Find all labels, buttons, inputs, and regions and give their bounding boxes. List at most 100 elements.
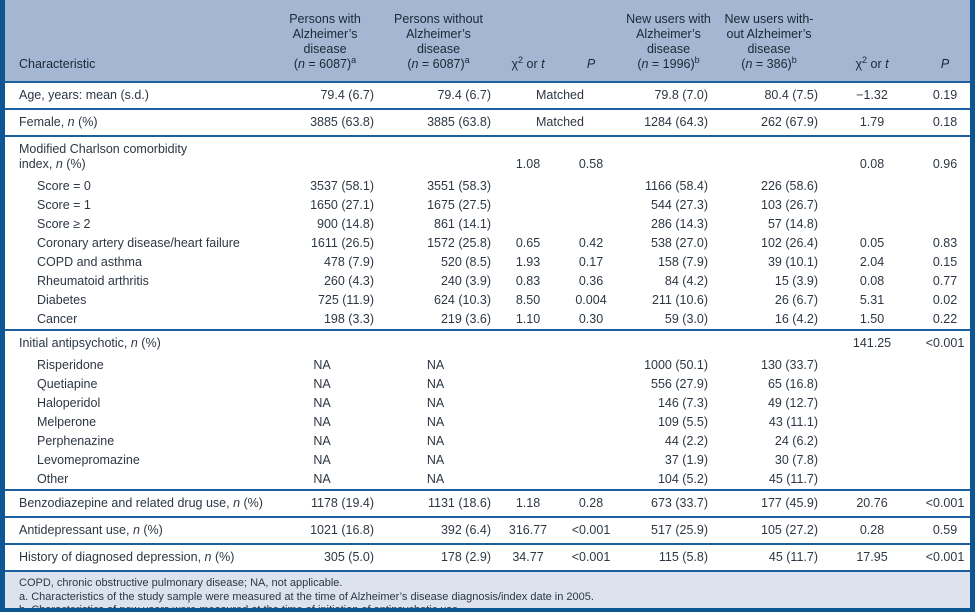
column-header-persons-without-ad: Persons without Alzheimer’s disease (n =…	[380, 0, 497, 83]
cell-p: <0.001	[559, 543, 623, 570]
cell-value: 1650 (27.1)	[310, 198, 374, 212]
cell-value: 103 (26.7)	[761, 198, 818, 212]
cell-p	[920, 177, 970, 196]
cell-stat	[497, 394, 559, 413]
cell-value: 178 (2.9)	[380, 543, 497, 570]
table-row: Female, n (%) 3885 (63.8) 3885 (63.8) Match…	[5, 108, 970, 136]
cell-p	[559, 432, 623, 451]
cell-value: 1166 (58.4)	[644, 179, 708, 193]
cell-stat: 316.77	[497, 516, 559, 544]
cell-value: 24 (6.2)	[774, 434, 818, 448]
table-header: Characteristic Persons with Alzheimer’s …	[5, 0, 970, 83]
table-row: Perphenazine NA NA 44 (2.2) 24 (6.2)	[5, 432, 970, 451]
cell-p	[920, 470, 970, 490]
cell-value: 3551 (58.3)	[427, 179, 491, 193]
table-row: Modified Charlson comorbidity index, n (%…	[5, 135, 970, 177]
cell-label: Score = 1	[37, 198, 91, 212]
cell-label: Melperone	[37, 415, 97, 429]
cell-label: Antidepressant use, n (%)	[5, 516, 270, 544]
cell-value: 861 (14.1)	[434, 217, 491, 231]
column-header-new-users-with-ad: New users with Alzheimer’s disease (n = …	[623, 0, 714, 83]
cell-label: Modified Charlson comorbidity index, n (%…	[5, 135, 270, 177]
cell-stat: 1.10	[515, 312, 541, 326]
cell-stat: 1.79	[824, 108, 920, 136]
cell-p: 0.42	[578, 236, 604, 250]
cell-label: Score ≥ 2	[37, 217, 91, 231]
footnote-a: a. Characteristics of the study sample w…	[19, 590, 594, 603]
cell-stat: 34.77	[497, 543, 559, 570]
cell-value: 45 (11.7)	[768, 472, 818, 486]
cell-stat: 0.08	[859, 274, 885, 288]
table-row: History of diagnosed depression, n (%) 30…	[5, 543, 970, 570]
column-header-p-2: P	[920, 0, 970, 83]
cell-value: 16 (4.2)	[774, 312, 818, 326]
cell-value: 3885 (63.8)	[270, 108, 380, 136]
cell-value: NA	[313, 472, 331, 486]
cell-p	[559, 413, 623, 432]
cell-p: 0.36	[578, 274, 604, 288]
cell-stat	[497, 432, 559, 451]
cell-value: 59 (3.0)	[664, 312, 708, 326]
cell-stat: 0.05	[859, 236, 885, 250]
cell-value: 79.4 (6.7)	[320, 88, 374, 102]
table-row: Melperone NA NA 109 (5.5) 43 (11.1)	[5, 413, 970, 432]
cell-p	[920, 375, 970, 394]
table-header-row: Characteristic Persons with Alzheimer’s …	[5, 0, 970, 83]
cell-value: 177 (45.9)	[714, 489, 824, 517]
cell-stat	[497, 329, 559, 356]
cell-value: 673 (33.7)	[623, 489, 714, 517]
cell-value: 1021 (16.8)	[270, 516, 380, 544]
cell-p	[559, 215, 623, 234]
cell-p: 0.59	[920, 516, 970, 544]
cell-p: 0.30	[578, 312, 604, 326]
cell-value: NA	[313, 453, 331, 467]
cell-stat: −1.32	[856, 88, 888, 102]
cell-p	[920, 432, 970, 451]
sample-size: (n = 6087)a	[407, 54, 470, 71]
cell-value: 26 (6.7)	[774, 293, 818, 307]
column-header-characteristic: Characteristic	[5, 0, 270, 83]
cell-value: NA	[426, 415, 445, 429]
cell-p	[559, 451, 623, 470]
cell-p	[559, 394, 623, 413]
table-footnotes: COPD, chronic obstructive pulmonary dise…	[5, 570, 970, 608]
cell-p: 0.15	[932, 255, 958, 269]
cell-stat	[497, 196, 559, 215]
cell-value: 392 (6.4)	[380, 516, 497, 544]
cell-stat	[497, 215, 559, 234]
table-row: Cancer 198 (3.3) 219 (3.6) 1.10 0.30 59 (3.0)…	[5, 310, 970, 330]
cell-p: 0.28	[559, 489, 623, 517]
cell-value: 39 (10.1)	[767, 255, 818, 269]
cell-matched: Matched	[497, 108, 623, 136]
cell-value: 198 (3.3)	[323, 312, 374, 326]
cell-value: 520 (8.5)	[440, 255, 491, 269]
table-row: Coronary artery disease/heart failure 161…	[5, 234, 970, 253]
cell-stat: 1.08	[497, 135, 559, 177]
cell-stat: 2.04	[859, 255, 885, 269]
cell-value	[380, 329, 497, 356]
column-header-chi-or-t-1: χ2 or t	[497, 0, 559, 83]
cell-value: 900 (14.8)	[317, 217, 374, 231]
table-row: COPD and asthma 478 (7.9) 520 (8.5) 1.93 0.1…	[5, 253, 970, 272]
cell-value: 1000 (50.1)	[644, 358, 708, 372]
sample-size: (n = 386)b	[741, 54, 797, 71]
cell-stat: 141.25	[824, 329, 920, 356]
cell-value: 538 (27.0)	[651, 236, 708, 250]
cell-value: 544 (27.3)	[651, 198, 708, 212]
cell-stat	[497, 470, 559, 490]
cell-p: <0.001	[920, 489, 970, 517]
cell-stat	[824, 375, 920, 394]
cell-label: Score = 0	[37, 179, 91, 193]
cell-value: NA	[313, 396, 331, 410]
cell-value	[623, 135, 714, 177]
cell-p: <0.001	[920, 329, 970, 356]
cell-value: 1572 (25.8)	[427, 236, 491, 250]
cell-p	[559, 470, 623, 490]
cell-p: 0.17	[578, 255, 604, 269]
cell-value: 49 (12.7)	[767, 396, 818, 410]
table-row: Risperidone NA NA 1000 (50.1) 130 (33.7)	[5, 356, 970, 375]
cell-value: 146 (7.3)	[657, 396, 708, 410]
cell-stat: 17.95	[824, 543, 920, 570]
cell-value: 84 (4.2)	[664, 274, 708, 288]
cell-p	[920, 356, 970, 375]
